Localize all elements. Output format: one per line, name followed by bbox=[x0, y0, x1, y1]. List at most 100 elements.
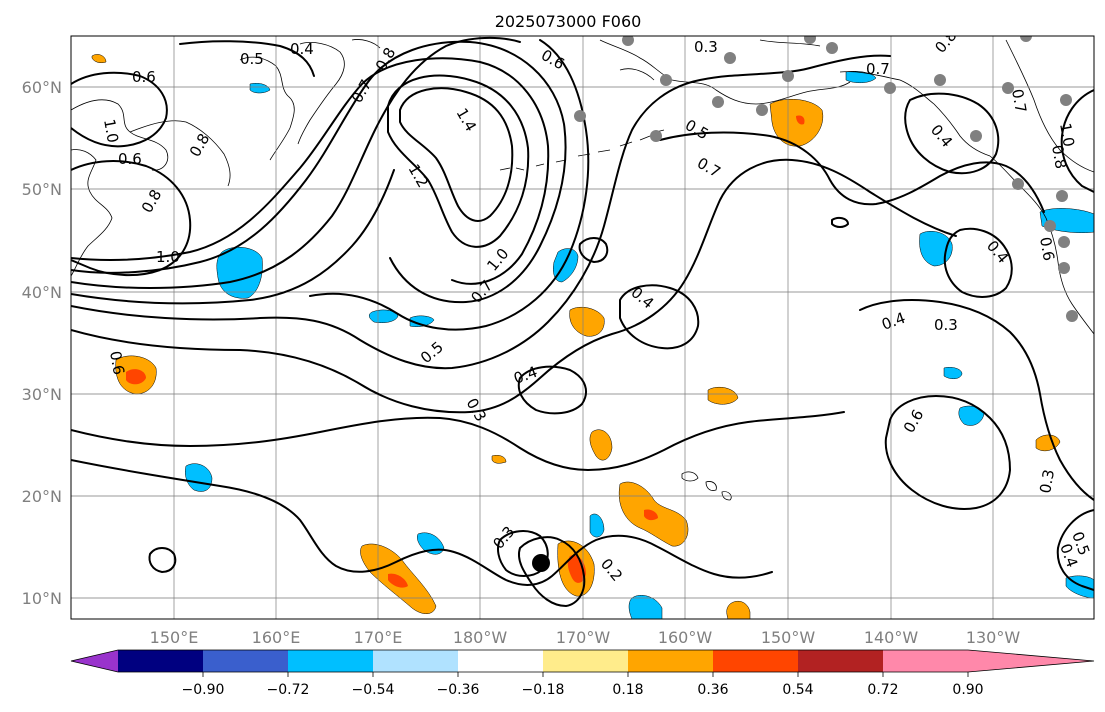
contour-label: 0.3 bbox=[694, 38, 718, 56]
lat-tick-label: 30°N bbox=[22, 385, 62, 404]
positive-anomaly-patch bbox=[491, 455, 507, 464]
contour-label: 1.0 bbox=[100, 118, 122, 145]
contour-line-0.4ne bbox=[904, 92, 1000, 175]
positive-anomaly-patch bbox=[91, 54, 107, 64]
station-dot bbox=[756, 104, 768, 116]
contour-line-0.7 bbox=[71, 36, 521, 289]
colorbar-tick-label: 0.72 bbox=[867, 682, 898, 698]
contour-line-0.3b bbox=[71, 459, 773, 586]
lon-tick-label: 130°W bbox=[966, 628, 1021, 647]
lon-tick-label: 140°W bbox=[864, 628, 919, 647]
colorbar-segment bbox=[118, 650, 203, 672]
lon-tick-label: 160°W bbox=[658, 628, 713, 647]
contour-line-0.3 bbox=[71, 411, 845, 471]
station-dot bbox=[1058, 236, 1070, 248]
lon-tick-label: 180°W bbox=[453, 628, 508, 647]
colorbar-segment bbox=[203, 650, 288, 672]
positive-anomaly-patch bbox=[726, 601, 751, 619]
negative-anomaly-patch bbox=[628, 595, 663, 619]
contour-line-1.4 bbox=[399, 87, 514, 222]
colorbar-outline bbox=[70, 649, 1095, 673]
station-dot bbox=[622, 36, 634, 46]
colorbar-segment bbox=[543, 650, 628, 672]
positive-anomaly-patch bbox=[589, 429, 613, 461]
cyclone-center-marker bbox=[532, 554, 550, 572]
station-dot bbox=[650, 130, 662, 142]
contour-line-1.2 bbox=[387, 74, 530, 248]
contour-label: 0.6 bbox=[1036, 236, 1058, 263]
station-dot bbox=[1060, 94, 1072, 106]
station-dot bbox=[660, 74, 672, 86]
contour-line-0.7east bbox=[659, 131, 1045, 213]
contour-line-0.5north bbox=[179, 40, 315, 77]
colorbar-segment bbox=[373, 650, 458, 672]
positive-anomaly-patch bbox=[796, 115, 805, 125]
station-dot bbox=[934, 74, 946, 86]
station-dot bbox=[826, 42, 838, 54]
contour-line-small-loop2 bbox=[578, 237, 609, 263]
contour-line-0.3east bbox=[859, 299, 1094, 501]
positive-anomaly-patch bbox=[644, 509, 658, 521]
colorbar-tick-label: 0.90 bbox=[952, 682, 983, 698]
colorbar-tick-label: 0.54 bbox=[782, 682, 813, 698]
contour-line-0.6west bbox=[71, 71, 168, 148]
contour-label: 0.4 bbox=[290, 40, 314, 58]
contour-line-1.0 bbox=[71, 57, 550, 285]
contour-line-small-loop bbox=[148, 547, 177, 573]
map-title: 2025073000 F060 bbox=[495, 12, 642, 31]
asia-coastline bbox=[71, 56, 295, 277]
colorbar-segment bbox=[288, 650, 373, 672]
contour-line-0.4 bbox=[71, 158, 957, 414]
contour-label: 0.6 bbox=[106, 350, 128, 377]
positive-anomaly-patch bbox=[769, 98, 824, 147]
colorbar-segment bbox=[458, 650, 543, 672]
colorbar: −0.90 −0.72 −0.54 −0.36 −0.18 0.18 0.36 … bbox=[70, 649, 1095, 698]
colorbar-tick-label: −0.18 bbox=[522, 682, 565, 698]
lat-tick-label: 10°N bbox=[22, 589, 62, 608]
colorbar-segment bbox=[798, 650, 883, 672]
station-dot bbox=[1020, 36, 1032, 42]
station-dot bbox=[1066, 310, 1078, 322]
contour-line-0.8west bbox=[71, 160, 192, 277]
contour-label: 0.7 bbox=[866, 60, 890, 78]
colorbar-ticks bbox=[202, 672, 969, 677]
contour-line-0.4mid bbox=[517, 365, 587, 415]
colorbar-tick-label: 0.18 bbox=[612, 682, 643, 698]
colorbar-right-extension bbox=[968, 650, 1094, 672]
negative-anomaly-patch bbox=[845, 71, 877, 83]
positive-anomaly-patch bbox=[707, 387, 739, 405]
contour-lines bbox=[71, 36, 1094, 607]
colorbar-segment bbox=[883, 650, 968, 672]
contour-label: 0.8 bbox=[1048, 144, 1070, 171]
colorbar-tick-label: −0.72 bbox=[267, 682, 310, 698]
lon-tick-label: 150°E bbox=[150, 628, 199, 647]
contour-line-0.4se2 bbox=[943, 227, 1013, 298]
positive-anomaly-patch bbox=[569, 307, 605, 337]
contour-label: 0.6 bbox=[118, 150, 142, 168]
map-frame bbox=[70, 35, 1095, 620]
positive-anomaly-patch bbox=[126, 369, 146, 385]
lat-tick-label: 40°N bbox=[22, 283, 62, 302]
negative-anomaly-patch bbox=[409, 315, 435, 327]
contour-line-1.0ne bbox=[1060, 89, 1094, 193]
alaska-coastline bbox=[599, 39, 991, 157]
colorbar-segment bbox=[628, 650, 713, 672]
map-panel: 0.5 0.4 0.6 1.0 0.6 0.8 0.8 1.0 1.2 1.4 … bbox=[71, 36, 1094, 619]
negative-anomaly-patch bbox=[589, 513, 605, 538]
contour-line-0.2 bbox=[518, 536, 586, 607]
graticule bbox=[71, 36, 1094, 619]
lon-tick-label: 170°E bbox=[354, 628, 403, 647]
station-dot bbox=[724, 52, 736, 64]
colorbar-tick-label: −0.54 bbox=[352, 682, 395, 698]
station-dot bbox=[574, 110, 586, 122]
contour-line-0.4east bbox=[619, 284, 700, 350]
station-dot bbox=[782, 70, 794, 82]
negative-anomaly-patch bbox=[943, 367, 963, 379]
station-dot bbox=[1058, 262, 1070, 274]
lat-tick-label: 60°N bbox=[22, 78, 62, 97]
station-dot bbox=[712, 96, 724, 108]
positive-anomaly-patch bbox=[388, 573, 408, 588]
station-dot bbox=[970, 130, 982, 142]
lon-tick-label: 150°W bbox=[761, 628, 816, 647]
